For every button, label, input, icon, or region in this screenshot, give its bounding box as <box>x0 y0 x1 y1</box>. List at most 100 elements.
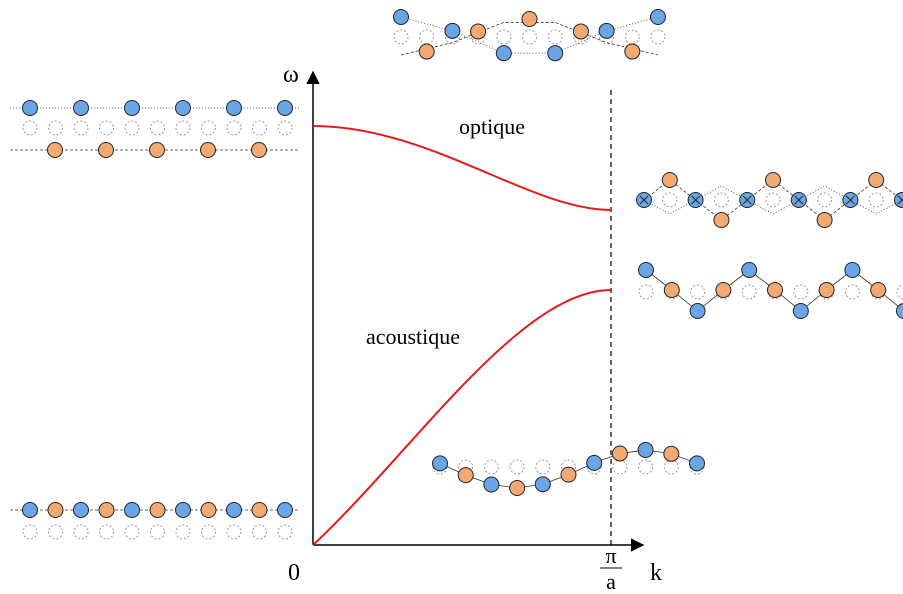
atom-cross <box>897 195 903 205</box>
rest-position <box>713 192 729 208</box>
chain-line <box>643 185 903 215</box>
rest-position <box>509 459 525 475</box>
rest-position <box>638 459 654 475</box>
atom <box>870 282 887 298</box>
atom <box>149 142 165 158</box>
atom <box>418 43 435 60</box>
rest-position <box>817 192 833 208</box>
atom <box>844 262 861 278</box>
rest-position <box>419 29 435 45</box>
atom <box>495 45 512 62</box>
rest-position <box>48 524 63 540</box>
atom <box>277 502 293 518</box>
rest-position <box>522 29 537 45</box>
rest-position <box>99 524 114 540</box>
rest-position <box>73 524 89 540</box>
atom <box>894 192 903 208</box>
rest-position <box>662 192 678 208</box>
rest-position <box>612 459 628 475</box>
atom <box>650 9 666 25</box>
rest-position <box>638 284 654 300</box>
atom <box>509 479 526 496</box>
rest-position <box>650 29 666 45</box>
rest-position <box>765 192 781 208</box>
atom <box>765 172 781 188</box>
atom <box>638 262 654 278</box>
atom <box>637 442 654 459</box>
atom <box>393 9 409 25</box>
atom <box>483 476 500 493</box>
atom <box>767 282 783 298</box>
rest-position <box>150 120 165 136</box>
atom <box>277 100 293 116</box>
rest-position <box>793 284 809 300</box>
rest-position <box>535 459 551 475</box>
rest-position <box>175 524 191 540</box>
atom <box>868 172 885 188</box>
atom <box>73 502 89 518</box>
rest-position <box>483 459 499 475</box>
rest-position <box>124 524 140 540</box>
atom <box>251 142 267 158</box>
atom-cross <box>794 195 804 205</box>
atom <box>47 142 63 158</box>
x-axis-label: k <box>650 560 662 586</box>
rest-position <box>150 524 165 540</box>
atom <box>661 172 678 188</box>
rest-position <box>458 459 474 475</box>
atom <box>124 100 140 116</box>
atom <box>792 303 809 319</box>
rest-position <box>896 284 903 300</box>
atom <box>896 303 903 319</box>
rest-position <box>868 192 884 208</box>
atom <box>534 476 551 493</box>
rest-position <box>175 120 191 136</box>
atom <box>715 282 732 298</box>
atom <box>713 212 730 228</box>
rest-position <box>741 284 757 300</box>
rest-position <box>124 120 140 136</box>
zone-denominator: a <box>606 569 616 594</box>
atom <box>586 454 603 471</box>
rest-position <box>226 524 242 540</box>
atom <box>98 142 114 158</box>
rest-position <box>226 120 242 136</box>
atom <box>521 11 538 27</box>
rest-position <box>690 284 706 300</box>
atom <box>226 502 242 518</box>
optical-label: optique <box>459 114 525 139</box>
rest-position <box>48 120 63 136</box>
atom <box>22 502 38 518</box>
atom <box>251 502 268 518</box>
y-axis-label: ω <box>283 62 299 88</box>
atom <box>816 212 833 228</box>
rest-position <box>844 284 860 300</box>
chain-line <box>400 16 659 54</box>
acoustic-branch <box>312 289 612 546</box>
atom <box>611 445 628 462</box>
atom <box>22 100 38 116</box>
atom <box>98 502 115 518</box>
rest-position <box>277 120 293 136</box>
atom <box>663 445 680 462</box>
rest-position <box>252 120 267 136</box>
atom <box>149 502 166 518</box>
rest-position <box>561 459 576 475</box>
rest-position <box>201 120 216 136</box>
atom <box>689 455 705 472</box>
rest-position <box>22 120 38 136</box>
atom <box>200 502 217 518</box>
rest-position <box>252 524 267 540</box>
rest-position <box>393 29 409 45</box>
rest-position <box>277 524 293 540</box>
acoustic-label: acoustique <box>366 324 460 349</box>
rest-position <box>496 29 512 45</box>
atom <box>444 22 461 39</box>
rest-position <box>99 120 114 136</box>
atom <box>560 466 577 483</box>
atom <box>175 502 191 518</box>
origin-label: 0 <box>288 560 300 586</box>
rest-position <box>663 459 679 475</box>
atom <box>432 455 448 472</box>
